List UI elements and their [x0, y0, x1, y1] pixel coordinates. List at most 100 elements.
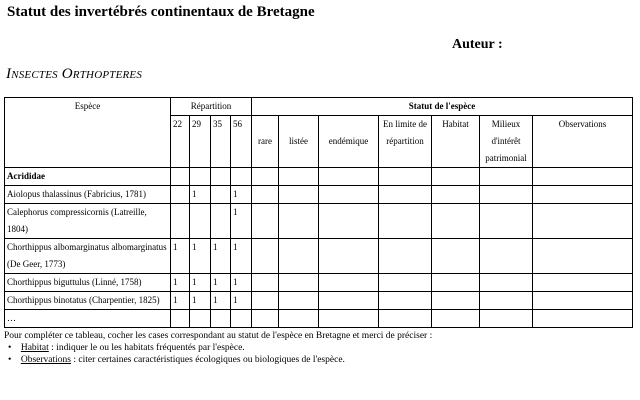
table-row: Aiolopus thalassinus (Fabricius, 1781) 1 1 — [4, 185, 633, 204]
status-cell[interactable] — [278, 291, 319, 310]
status-cell[interactable] — [532, 273, 633, 292]
status-cell[interactable] — [431, 291, 480, 310]
status-cell[interactable] — [532, 203, 633, 239]
status-cell[interactable] — [318, 238, 379, 274]
author-label: Auteur : — [452, 37, 503, 52]
bullet-icon: • — [8, 343, 12, 353]
status-cell[interactable] — [318, 291, 379, 310]
dept-presence: 1 — [230, 203, 252, 239]
status-cell[interactable] — [378, 291, 432, 310]
footer-bullet-observations: • Observations : citer certaines caracté… — [8, 355, 345, 365]
status-cell[interactable] — [431, 185, 480, 204]
header-dept: 29 — [189, 115, 211, 168]
dept-presence: 1 — [189, 238, 211, 274]
header-habitat: Habitat — [431, 115, 480, 168]
status-cell[interactable] — [278, 203, 319, 239]
family-row-label: Acrididae — [4, 167, 171, 186]
status-cell[interactable] — [479, 291, 533, 310]
species-status-table: Espèce Répartition Statut de l'espèce 22… — [4, 97, 633, 328]
header-dept: 35 — [210, 115, 231, 168]
header-status: Statut de l'espèce — [251, 97, 633, 116]
species-name: Chorthippus binotatus (Charpentier, 1825… — [4, 291, 171, 310]
header-milieux: Milieux d'intérêt patrimonial — [479, 115, 533, 168]
header-observations: Observations — [532, 115, 633, 168]
dept-presence: 1 — [189, 273, 211, 292]
status-cell[interactable] — [251, 273, 279, 292]
status-cell[interactable] — [251, 203, 279, 239]
status-cell[interactable] — [378, 203, 432, 239]
dept-presence — [170, 203, 190, 239]
table-row: Chorthippus biguttulus (Linné, 1758) 1 1 1 1 — [4, 273, 633, 292]
section-heading: Insectes Orthopteres — [6, 66, 143, 82]
status-cell[interactable] — [318, 185, 379, 204]
dept-presence: 1 — [210, 238, 231, 274]
page-title: Statut des invertébrés continentaux de B… — [7, 4, 315, 20]
header-endemique: endémique — [318, 115, 379, 168]
header-rare: rare — [251, 115, 279, 168]
status-cell[interactable] — [479, 185, 533, 204]
dept-presence — [189, 203, 211, 239]
dept-presence: 1 — [170, 238, 190, 274]
status-cell[interactable] — [431, 273, 480, 292]
status-cell[interactable] — [278, 238, 319, 274]
status-cell[interactable] — [318, 203, 379, 239]
species-name: Aiolopus thalassinus (Fabricius, 1781) — [4, 185, 171, 204]
footer-intro: Pour compléter ce tableau, cocher les ca… — [4, 331, 433, 341]
table-row: Calephorus compressicornis (Latreille, 1… — [4, 203, 633, 239]
header-limite: En limite de répartition — [378, 115, 432, 168]
dept-presence — [170, 309, 190, 328]
species-name: Calephorus compressicornis (Latreille, 1… — [4, 203, 171, 239]
status-cell[interactable] — [378, 309, 432, 328]
status-cell[interactable] — [378, 273, 432, 292]
status-cell[interactable] — [532, 291, 633, 310]
status-cell[interactable] — [318, 309, 379, 328]
species-name: Chorthippus albomarginatus albomarginatu… — [4, 238, 171, 274]
status-cell[interactable] — [278, 309, 319, 328]
status-cell[interactable] — [532, 309, 633, 328]
status-cell[interactable] — [479, 203, 533, 239]
dept-presence: 1 — [230, 291, 252, 310]
dept-presence: 1 — [170, 291, 190, 310]
status-cell[interactable] — [431, 238, 480, 274]
header-species: Espèce — [4, 97, 171, 168]
status-cell[interactable] — [251, 185, 279, 204]
status-cell[interactable] — [532, 185, 633, 204]
footer-bullet-habitat: • Habitat : indiquer le ou les habitats … — [8, 343, 245, 353]
status-cell[interactable] — [431, 203, 480, 239]
status-cell[interactable] — [378, 185, 432, 204]
species-name: Chorthippus biguttulus (Linné, 1758) — [4, 273, 171, 292]
dept-presence — [189, 309, 211, 328]
dept-presence: 1 — [210, 291, 231, 310]
form-body: Espèce Répartition Statut de l'espèce 22… — [4, 97, 636, 366]
status-cell[interactable] — [378, 238, 432, 274]
status-cell[interactable] — [318, 273, 379, 292]
status-cell[interactable] — [532, 238, 633, 274]
status-cell[interactable] — [479, 273, 533, 292]
status-cell[interactable] — [251, 238, 279, 274]
dept-presence: 1 — [210, 273, 231, 292]
dept-presence — [210, 203, 231, 239]
dept-presence — [210, 309, 231, 328]
dept-presence — [230, 309, 252, 328]
dept-presence — [170, 185, 190, 204]
status-cell[interactable] — [251, 309, 279, 328]
dept-presence: 1 — [230, 185, 252, 204]
dept-presence: 1 — [230, 238, 252, 274]
header-dept: 56 — [230, 115, 252, 168]
header-dept: 22 — [170, 115, 190, 168]
status-cell[interactable] — [278, 273, 319, 292]
status-cell[interactable] — [278, 185, 319, 204]
status-cell[interactable] — [251, 291, 279, 310]
dept-presence — [210, 185, 231, 204]
table-row: Chorthippus albomarginatus albomarginatu… — [4, 238, 633, 274]
dept-presence: 1 — [189, 291, 211, 310]
header-listee: listée — [278, 115, 319, 168]
dept-presence: 1 — [189, 185, 211, 204]
status-cell[interactable] — [479, 309, 533, 328]
status-cell[interactable] — [431, 309, 480, 328]
dept-presence: 1 — [230, 273, 252, 292]
status-cell[interactable] — [479, 238, 533, 274]
header-repartition: Répartition — [170, 97, 252, 116]
bullet-icon: • — [8, 355, 12, 365]
dept-presence: 1 — [170, 273, 190, 292]
